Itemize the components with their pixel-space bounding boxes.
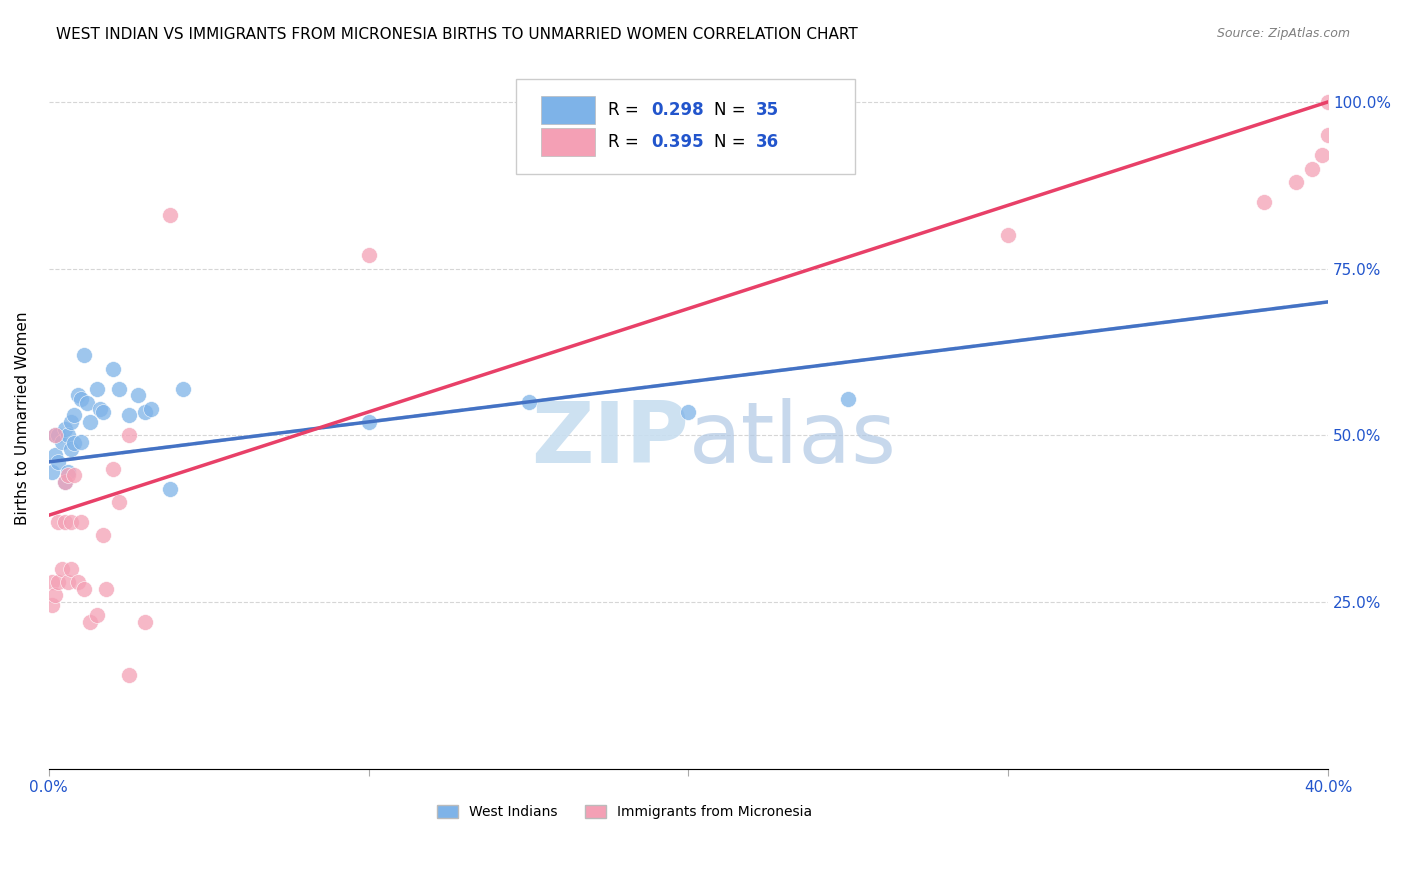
Text: 35: 35	[756, 101, 779, 119]
Text: R =: R =	[607, 101, 644, 119]
Point	[46, 428, 69, 442]
Point	[118, 668, 141, 682]
Point	[44, 428, 66, 442]
Point	[56, 574, 79, 589]
Point	[86, 382, 108, 396]
Text: 0.298: 0.298	[651, 101, 704, 119]
Point	[46, 574, 69, 589]
Point	[79, 415, 101, 429]
Point	[139, 401, 162, 416]
Point	[1301, 161, 1323, 176]
FancyBboxPatch shape	[541, 128, 595, 156]
Text: N =: N =	[714, 101, 751, 119]
Point	[66, 574, 89, 589]
Point	[53, 515, 76, 529]
Point	[76, 396, 98, 410]
Point	[73, 582, 96, 596]
Point	[56, 428, 79, 442]
Text: ZIP: ZIP	[530, 398, 689, 481]
Point	[60, 561, 83, 575]
Point	[357, 248, 380, 262]
Point	[56, 465, 79, 479]
Text: atlas: atlas	[689, 398, 897, 481]
Point	[46, 515, 69, 529]
Point	[41, 599, 63, 613]
Point	[51, 434, 73, 449]
Point	[134, 615, 156, 629]
Point	[127, 388, 149, 402]
Point	[118, 428, 141, 442]
Point	[46, 455, 69, 469]
Text: WEST INDIAN VS IMMIGRANTS FROM MICRONESIA BIRTHS TO UNMARRIED WOMEN CORRELATION : WEST INDIAN VS IMMIGRANTS FROM MICRONESI…	[56, 27, 858, 42]
Point	[73, 348, 96, 362]
Point	[63, 436, 86, 450]
Point	[91, 528, 114, 542]
Point	[172, 382, 194, 396]
Point	[56, 468, 79, 483]
Point	[79, 615, 101, 629]
Point	[101, 461, 124, 475]
Point	[1317, 95, 1340, 109]
Point	[357, 415, 380, 429]
Y-axis label: Births to Unmarried Women: Births to Unmarried Women	[15, 312, 30, 525]
Point	[1253, 194, 1275, 209]
Text: N =: N =	[714, 133, 751, 151]
Point	[89, 401, 111, 416]
Point	[678, 148, 700, 162]
Point	[517, 395, 540, 409]
Point	[159, 208, 181, 222]
Point	[53, 421, 76, 435]
Point	[66, 388, 89, 402]
Point	[44, 448, 66, 462]
Point	[63, 468, 86, 483]
Text: R =: R =	[607, 133, 644, 151]
Point	[96, 582, 118, 596]
Point	[44, 588, 66, 602]
Point	[44, 428, 66, 442]
FancyBboxPatch shape	[516, 79, 855, 174]
Text: 36: 36	[756, 133, 779, 151]
Point	[60, 442, 83, 456]
Point	[86, 608, 108, 623]
Legend: West Indians, Immigrants from Micronesia: West Indians, Immigrants from Micronesia	[432, 799, 818, 825]
FancyBboxPatch shape	[541, 95, 595, 124]
Point	[91, 405, 114, 419]
Point	[108, 495, 131, 509]
Point	[997, 228, 1019, 243]
Point	[69, 434, 91, 449]
Point	[1285, 175, 1308, 189]
Point	[678, 405, 700, 419]
Point	[69, 392, 91, 406]
Point	[1317, 128, 1340, 143]
Point	[101, 361, 124, 376]
Point	[41, 465, 63, 479]
Point	[51, 561, 73, 575]
Point	[118, 409, 141, 423]
Point	[1310, 148, 1333, 162]
Point	[53, 475, 76, 489]
Text: 0.395: 0.395	[651, 133, 704, 151]
Point	[108, 382, 131, 396]
Point	[60, 415, 83, 429]
Point	[60, 515, 83, 529]
Point	[159, 482, 181, 496]
Point	[41, 574, 63, 589]
Point	[53, 475, 76, 489]
Point	[134, 405, 156, 419]
Point	[69, 515, 91, 529]
Point	[63, 409, 86, 423]
Text: Source: ZipAtlas.com: Source: ZipAtlas.com	[1216, 27, 1350, 40]
Point	[837, 392, 859, 406]
